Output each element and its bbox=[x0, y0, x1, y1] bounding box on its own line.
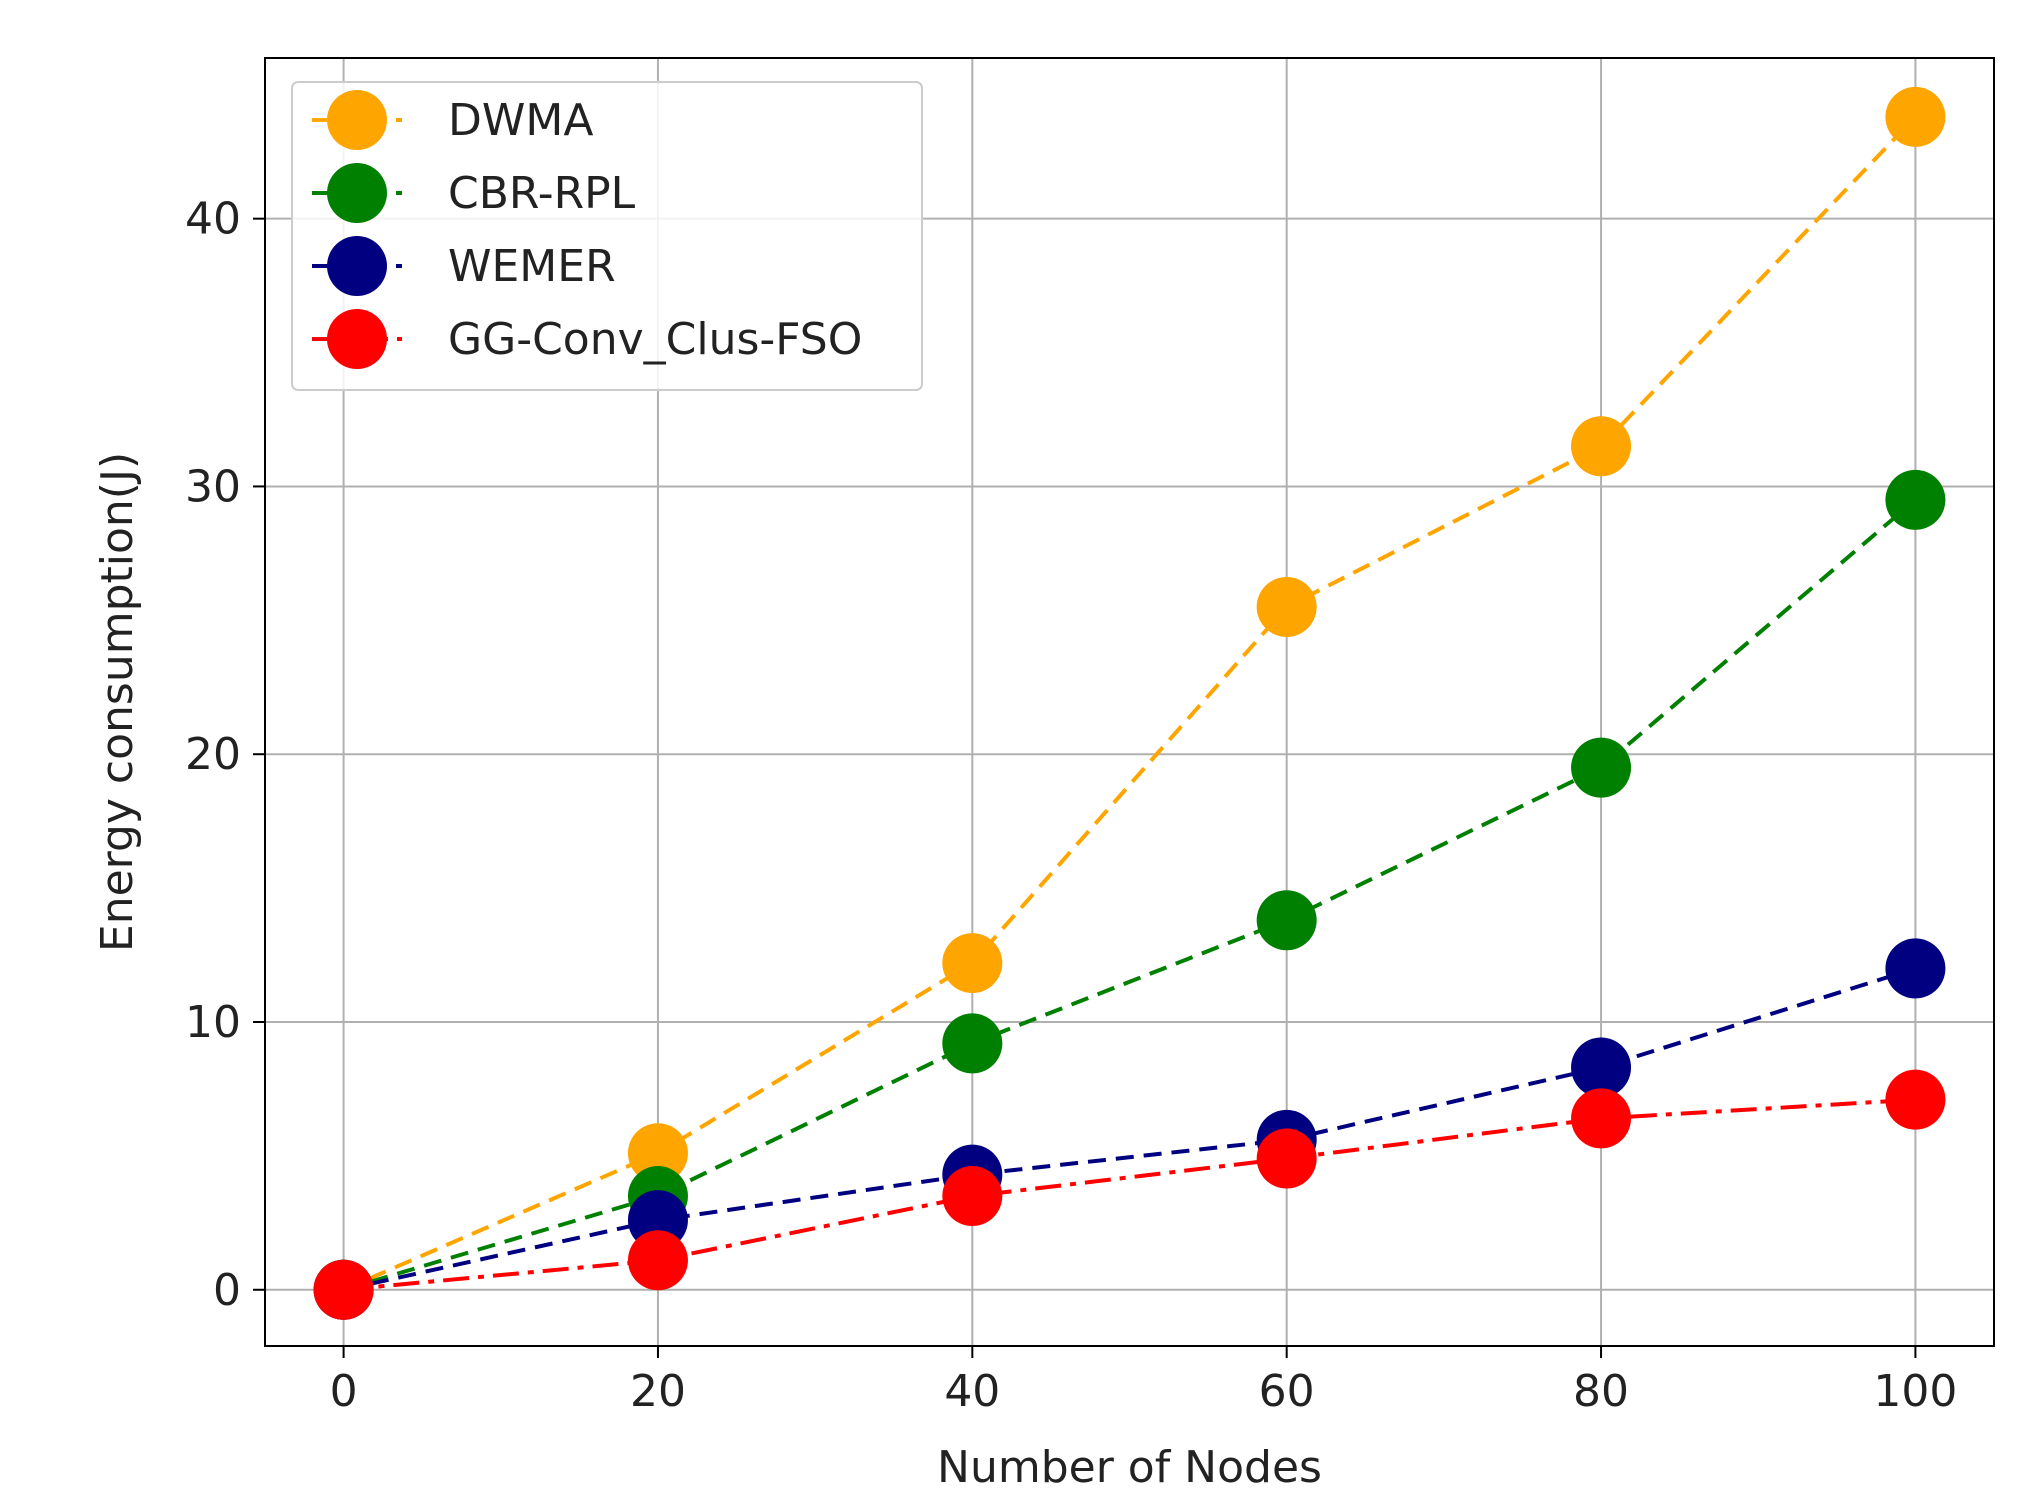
data-point bbox=[1885, 938, 1946, 999]
data-point bbox=[627, 1123, 688, 1184]
series-line bbox=[342, 115, 1917, 1292]
data-point bbox=[1885, 469, 1946, 530]
legend-label: GG-Conv_Clus-FSO bbox=[448, 314, 862, 365]
data-point bbox=[1885, 86, 1946, 147]
data-point bbox=[1571, 1088, 1632, 1149]
legend-label: WEMER bbox=[448, 241, 616, 292]
x-tick-label: 80 bbox=[1573, 1366, 1629, 1417]
data-point bbox=[1256, 1128, 1317, 1189]
data-point bbox=[942, 1013, 1003, 1074]
x-tick-label: 100 bbox=[1873, 1366, 1957, 1417]
legend-marker bbox=[327, 236, 387, 296]
data-point bbox=[1571, 1037, 1632, 1098]
data-point bbox=[1256, 576, 1317, 637]
series-line bbox=[343, 1097, 1916, 1292]
data-point bbox=[1885, 1069, 1946, 1130]
legend-marker bbox=[327, 90, 387, 150]
data-point bbox=[942, 933, 1003, 994]
legend-marker bbox=[327, 163, 387, 223]
x-tick-label: 0 bbox=[330, 1366, 358, 1417]
y-tick-label: 30 bbox=[185, 461, 241, 512]
data-point bbox=[1571, 737, 1632, 798]
grid bbox=[265, 58, 1994, 1346]
x-tick-label: 20 bbox=[630, 1366, 686, 1417]
series-line bbox=[343, 498, 1917, 1292]
series-lines bbox=[313, 86, 1946, 1320]
legend-box bbox=[291, 81, 923, 391]
legend-label: CBR-RPL bbox=[448, 168, 636, 219]
axis-ticks: 0 20 40 60 80 100 0 10 20 30 40 bbox=[185, 194, 1957, 1417]
y-tick-label: 40 bbox=[185, 194, 241, 245]
data-point bbox=[942, 1166, 1003, 1227]
series-line bbox=[343, 966, 1917, 1292]
data-point bbox=[1256, 890, 1317, 951]
data-point bbox=[313, 1259, 374, 1320]
data-point bbox=[1571, 416, 1632, 477]
y-tick-label: 10 bbox=[185, 997, 241, 1048]
y-axis-label: Energy consumption(J) bbox=[92, 452, 143, 952]
x-tick-label: 60 bbox=[1259, 1366, 1315, 1417]
y-tick-label: 20 bbox=[185, 729, 241, 780]
legend-marker bbox=[327, 309, 387, 369]
legend: DWMA CBR-RPL WEMER GG-Conv_Clus-FSO bbox=[291, 81, 923, 391]
y-tick-label: 0 bbox=[213, 1265, 241, 1316]
x-tick-label: 40 bbox=[944, 1366, 1000, 1417]
legend-label: DWMA bbox=[448, 95, 593, 146]
plot-frame bbox=[264, 57, 1995, 1347]
data-point bbox=[627, 1230, 688, 1291]
x-axis-label: Number of Nodes bbox=[937, 1442, 1322, 1490]
